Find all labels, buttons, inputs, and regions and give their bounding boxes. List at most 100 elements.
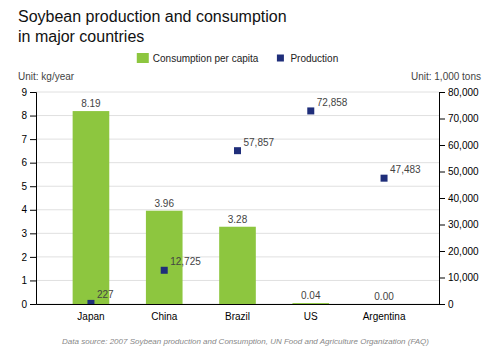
- tick-label: 40,000: [448, 193, 479, 204]
- tick-label: US: [304, 311, 318, 322]
- tick: Japan: [77, 311, 104, 322]
- legend: Consumption per capita Production: [137, 53, 338, 64]
- tick-mark: [30, 257, 36, 258]
- legend-item: Consumption per capita: [137, 53, 259, 64]
- bar: [73, 111, 110, 304]
- tick-label: 8: [21, 110, 27, 121]
- tick-label: China: [151, 311, 178, 322]
- tick-mark: [439, 92, 445, 93]
- tick: Brazil: [225, 311, 250, 322]
- tick: 20,000: [439, 246, 479, 257]
- tick-mark: [30, 163, 36, 164]
- tick: 50,000: [439, 166, 479, 177]
- tick-mark: [439, 119, 445, 120]
- tick-label: Brazil: [225, 311, 250, 322]
- tick: 7: [21, 134, 36, 145]
- y2-axis-title: Unit: 1,000 tons: [411, 71, 481, 82]
- tick: 4: [21, 204, 36, 215]
- annotation: Data source: 2007 Soybean production and…: [62, 337, 429, 346]
- tick: Argentina: [363, 311, 406, 322]
- tick-mark: [30, 116, 36, 117]
- title: Soybean production and consumption: [18, 8, 287, 25]
- tick-label: 1: [21, 275, 27, 286]
- legend-swatch: [277, 55, 284, 62]
- tick: US: [304, 311, 318, 322]
- tick: 0: [439, 299, 454, 310]
- tick-label: 9: [21, 87, 27, 98]
- axis-line: [30, 93, 37, 305]
- legend-swatch: [137, 53, 149, 63]
- tick: 1: [21, 275, 36, 286]
- legend-label: Consumption per capita: [153, 53, 259, 64]
- tick-mark: [439, 172, 445, 173]
- tick: China: [151, 311, 178, 322]
- legend-item: Production: [277, 53, 338, 64]
- tick: 60,000: [439, 140, 479, 151]
- tick-mark: [439, 225, 445, 226]
- tick-label: 10,000: [448, 272, 479, 283]
- tick-mark: [30, 210, 36, 211]
- bar: [292, 303, 329, 304]
- bar: [366, 304, 403, 305]
- tick-mark: [30, 304, 36, 305]
- tick: 6: [21, 157, 36, 168]
- tick-label: 60,000: [448, 140, 479, 151]
- tick: 40,000: [439, 193, 479, 204]
- data-label: 12,725: [170, 256, 201, 267]
- legend-label: Production: [290, 53, 338, 64]
- chart: Soybean production and consumption in maj…: [0, 0, 491, 352]
- tick-label: 6: [21, 157, 27, 168]
- marker: [234, 147, 241, 154]
- data-label: 3.96: [154, 198, 174, 209]
- data-label: 8.19: [81, 98, 101, 109]
- tick-label: Japan: [77, 311, 104, 322]
- tick-label: 2: [21, 252, 27, 263]
- tick-mark: [30, 139, 36, 140]
- data-label: 47,483: [390, 164, 421, 175]
- tick-label: 80,000: [448, 87, 479, 98]
- tick-label: 0: [21, 299, 27, 310]
- tick: 5: [21, 181, 36, 192]
- tick: 2: [21, 252, 36, 263]
- x-axis: Japan China Brazil US Argentina: [37, 305, 440, 323]
- tick-mark: [30, 280, 36, 281]
- data-label: 0.00: [374, 291, 394, 302]
- tick: 70,000: [439, 113, 479, 124]
- y2-axis: 0 10,000 20,000 30,000 40,000 50,000 60,000 70,…: [439, 87, 479, 310]
- tick-label: 3: [21, 228, 27, 239]
- tick-label: 30,000: [448, 219, 479, 230]
- data-label: 227: [97, 289, 114, 300]
- subtitle: in major countries: [18, 28, 144, 45]
- tick-label: 5: [21, 181, 27, 192]
- tick-mark: [30, 92, 36, 93]
- tick-label: 7: [21, 134, 27, 145]
- grid-line: [36, 92, 439, 93]
- tick: 3: [21, 228, 36, 239]
- y-axis: 0 1 2 3 4 5 6 7 8 9: [21, 87, 36, 310]
- marker: [87, 300, 94, 304]
- marker: [381, 175, 388, 182]
- tick: 10,000: [439, 272, 479, 283]
- data-label: 57,857: [244, 137, 275, 148]
- y-axis-title: Unit: kg/year: [18, 71, 75, 82]
- tick-mark: [439, 251, 445, 252]
- data-label: 0.04: [301, 290, 321, 301]
- tick: 30,000: [439, 219, 479, 230]
- tick-mark: [30, 186, 36, 187]
- tick: 8: [21, 110, 36, 121]
- tick: 0: [21, 299, 36, 310]
- marker: [161, 267, 168, 274]
- axis-line: [37, 304, 440, 305]
- tick-label: Argentina: [363, 311, 406, 322]
- data-label: 72,858: [317, 97, 348, 108]
- tick-label: 4: [21, 204, 27, 215]
- tick-label: 70,000: [448, 113, 479, 124]
- bar: [219, 227, 256, 304]
- tick: 80,000: [439, 87, 479, 98]
- tick-mark: [439, 278, 445, 279]
- tick-mark: [439, 304, 445, 305]
- tick: 9: [21, 87, 36, 98]
- tick-mark: [439, 145, 445, 146]
- marker: [307, 107, 314, 114]
- tick-mark: [30, 233, 36, 234]
